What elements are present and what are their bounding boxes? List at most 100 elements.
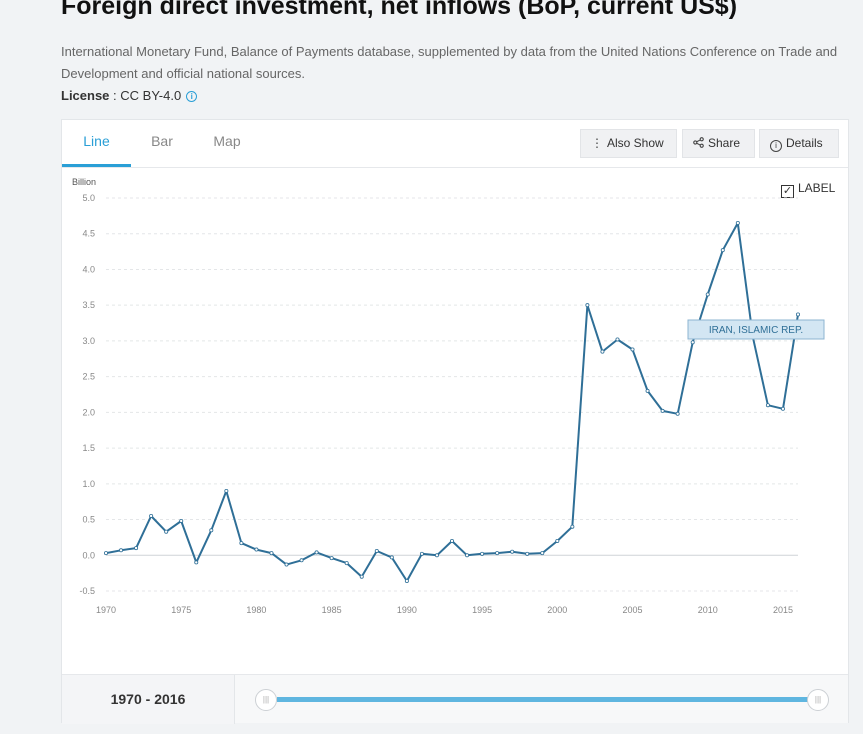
range-handle-start[interactable]: |||	[255, 689, 277, 711]
data-point	[134, 546, 139, 551]
time-range-footer: 1970 - 2016 ||| |||	[62, 674, 848, 724]
label-checkbox[interactable]: ✓	[781, 185, 794, 198]
data-point	[374, 548, 379, 553]
data-point	[495, 551, 500, 556]
x-tick-label: 1975	[171, 605, 191, 615]
also-show-label: Also Show	[607, 136, 664, 150]
label-toggle-text: LABEL	[798, 181, 836, 195]
data-point	[765, 403, 770, 408]
source-description: International Monetary Fund, Balance of …	[61, 44, 838, 81]
y-tick-label: -0.5	[79, 586, 95, 596]
data-point	[179, 518, 184, 523]
data-point	[615, 337, 620, 342]
data-point	[540, 551, 545, 556]
data-point	[434, 553, 439, 558]
y-tick-label: 5.0	[82, 193, 95, 203]
x-tick-label: 1990	[397, 605, 417, 615]
page-title: Foreign direct investment, net inflows (…	[61, 0, 738, 20]
data-point	[705, 292, 710, 297]
data-point	[194, 560, 199, 565]
x-tick-label: 2010	[698, 605, 718, 615]
y-tick-label: 0.0	[82, 550, 95, 560]
y-tick-label: 3.0	[82, 336, 95, 346]
series-line	[105, 222, 799, 582]
data-point	[645, 388, 650, 393]
license: License : CC BY-4.0 i	[61, 88, 198, 103]
y-tick-label: 4.0	[82, 264, 95, 274]
data-point	[209, 528, 214, 533]
x-tick-label: 1980	[246, 605, 266, 615]
line-chart: Billion -0.5 0.0 0.5 1.0 1.5 2.0 2.5 3.0 3.5 4.0 4.…	[72, 177, 825, 615]
y-tick-label: 1.5	[82, 443, 95, 453]
data-point	[720, 248, 725, 253]
x-tick-label: 2005	[623, 605, 643, 615]
data-point	[660, 408, 665, 413]
data-point	[284, 562, 289, 567]
x-tick-label: 2015	[773, 605, 793, 615]
data-point	[329, 556, 334, 561]
range-handle-end[interactable]: |||	[807, 689, 829, 711]
chart-card: Line Bar Map ⋮ Also Show Share i Details ✓…	[61, 119, 849, 724]
data-point	[389, 555, 394, 560]
vertical-dots-icon: ⋮	[591, 136, 603, 150]
chart-tabs: Line Bar Map ⋮ Also Show Share i Details	[62, 120, 848, 168]
details-label: Details	[786, 136, 823, 150]
data-point	[314, 550, 319, 555]
data-point	[510, 549, 515, 554]
y-tick-label: 1.0	[82, 479, 95, 489]
share-label: Share	[708, 136, 741, 150]
x-tick-label: 1970	[96, 605, 116, 615]
data-point	[630, 347, 635, 352]
y-axis-unit: Billion	[72, 177, 96, 187]
data-point	[224, 488, 229, 493]
license-separator: :	[109, 88, 121, 103]
y-tick-label: 3.5	[82, 300, 95, 310]
y-tick-label: 2.0	[82, 407, 95, 417]
data-point	[404, 578, 409, 583]
data-point	[796, 312, 801, 317]
data-point	[465, 553, 470, 558]
tab-bar[interactable]: Bar	[151, 133, 173, 149]
data-point	[344, 561, 349, 566]
license-label: License	[61, 88, 110, 103]
y-tick-label: 0.5	[82, 515, 95, 525]
data-point	[480, 551, 485, 556]
x-tick-label: 2000	[547, 605, 567, 615]
y-tick-label: 4.5	[82, 229, 95, 239]
data-point	[149, 513, 154, 518]
range-separator: -	[141, 691, 155, 707]
share-button[interactable]: Share	[682, 129, 755, 158]
x-tick-label: 1985	[322, 605, 342, 615]
data-point	[675, 411, 680, 416]
data-point	[419, 551, 424, 556]
data-point	[735, 221, 740, 226]
x-tick-label: 1995	[472, 605, 492, 615]
range-slider-track[interactable]	[277, 697, 819, 702]
data-point	[269, 551, 274, 556]
data-point	[525, 551, 530, 556]
info-icon[interactable]: i	[186, 91, 198, 102]
data-point	[585, 303, 590, 308]
data-point	[359, 574, 364, 579]
tab-map[interactable]: Map	[213, 133, 241, 149]
data-point	[780, 406, 785, 411]
license-value: CC BY-4.0	[120, 88, 182, 103]
label-toggle[interactable]: ✓ LABEL	[781, 181, 835, 198]
share-icon	[693, 130, 704, 157]
y-tick-label: 2.5	[82, 372, 95, 382]
series-label: IRAN, ISLAMIC REP.	[709, 325, 803, 336]
data-point	[555, 538, 560, 543]
details-icon: i	[770, 140, 782, 152]
data-point	[119, 548, 124, 553]
data-point	[600, 349, 605, 354]
data-point	[299, 558, 304, 563]
data-point	[570, 524, 575, 529]
tab-line[interactable]: Line	[62, 120, 131, 167]
data-point	[239, 541, 244, 546]
data-point	[164, 529, 169, 534]
data-point	[254, 547, 259, 552]
series-label-box	[687, 319, 825, 340]
details-button[interactable]: i Details	[759, 129, 839, 158]
data-point	[104, 551, 109, 556]
also-show-button[interactable]: ⋮ Also Show	[580, 129, 677, 158]
